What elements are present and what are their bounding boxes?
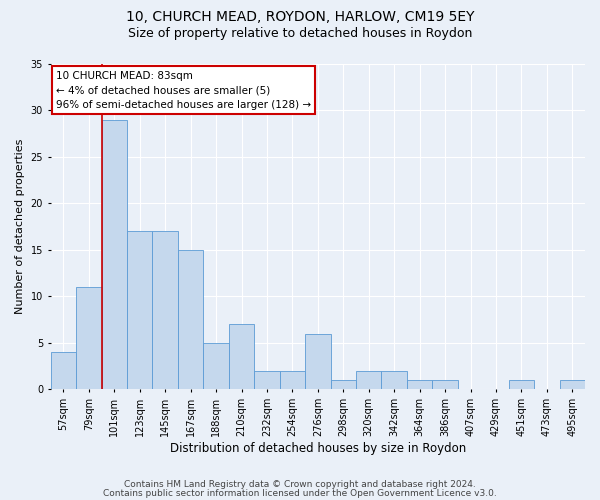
Text: 10 CHURCH MEAD: 83sqm
← 4% of detached houses are smaller (5)
96% of semi-detach: 10 CHURCH MEAD: 83sqm ← 4% of detached h… (56, 70, 311, 110)
Bar (280, 371, 305, 390)
Bar (407, 380, 433, 390)
Bar (331, 380, 356, 390)
Text: Contains public sector information licensed under the Open Government Licence v3: Contains public sector information licen… (103, 488, 497, 498)
Bar (509, 380, 534, 390)
X-axis label: Distribution of detached houses by size in Roydon: Distribution of detached houses by size … (170, 442, 466, 455)
Bar (254, 371, 280, 390)
Bar (560, 380, 585, 390)
Bar (229, 324, 254, 390)
Text: 10, CHURCH MEAD, ROYDON, HARLOW, CM19 5EY: 10, CHURCH MEAD, ROYDON, HARLOW, CM19 5E… (126, 10, 474, 24)
Bar (433, 380, 458, 390)
Bar (127, 232, 152, 390)
Y-axis label: Number of detached properties: Number of detached properties (15, 139, 25, 314)
Bar (356, 371, 382, 390)
Bar (382, 371, 407, 390)
Bar (50, 352, 76, 390)
Bar (152, 232, 178, 390)
Bar (101, 120, 127, 390)
Bar (305, 334, 331, 390)
Bar (203, 343, 229, 390)
Bar (178, 250, 203, 390)
Bar (76, 287, 101, 390)
Text: Contains HM Land Registry data © Crown copyright and database right 2024.: Contains HM Land Registry data © Crown c… (124, 480, 476, 489)
Text: Size of property relative to detached houses in Roydon: Size of property relative to detached ho… (128, 28, 472, 40)
